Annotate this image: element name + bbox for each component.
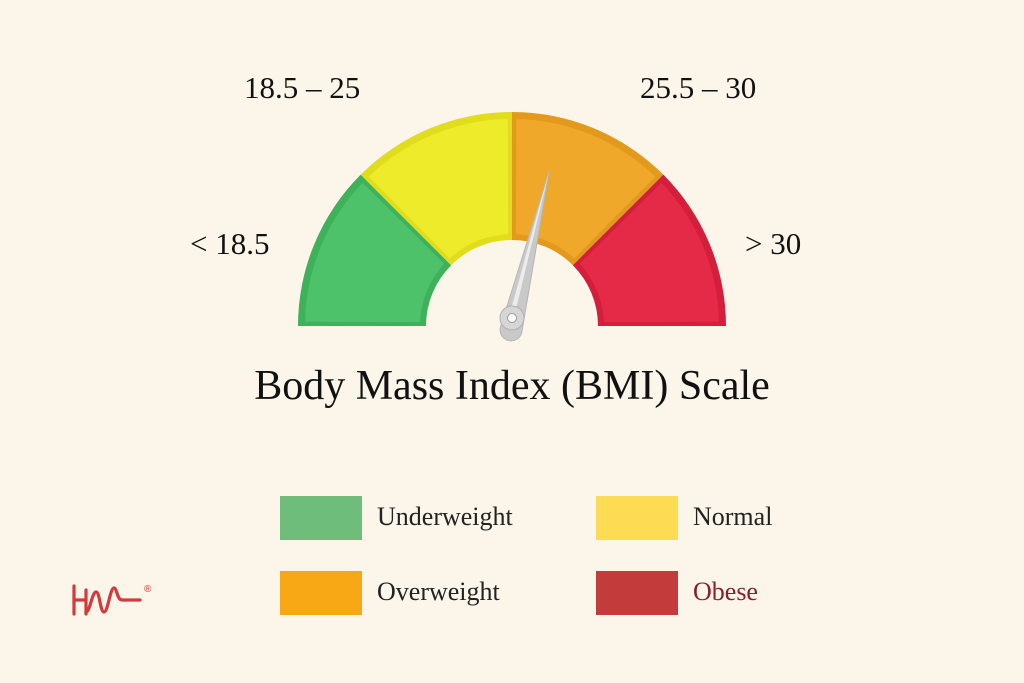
needle-body bbox=[499, 170, 550, 342]
legend-label-obese: Obese bbox=[693, 577, 758, 606]
legend-swatch-overweight bbox=[280, 571, 362, 615]
range-label-underweight: < 18.5 bbox=[190, 226, 270, 261]
legend-swatch-normal bbox=[596, 496, 678, 540]
chart-title: Body Mass Index (BMI) Scale bbox=[254, 363, 770, 409]
needle-highlight bbox=[505, 170, 550, 330]
legend-label-normal: Normal bbox=[693, 502, 773, 531]
gauge-needle bbox=[499, 170, 550, 342]
range-label-normal: 18.5 – 25 bbox=[244, 70, 361, 105]
range-label-overweight: 25.5 – 30 bbox=[640, 70, 757, 105]
needle-hub-dot bbox=[507, 313, 517, 323]
brand-logo: ® bbox=[72, 584, 152, 616]
gauge-segment-face-underweight bbox=[305, 182, 445, 323]
legend-swatch-obese bbox=[596, 571, 678, 615]
legend-swatch-underweight bbox=[280, 496, 362, 540]
range-label-obese: > 30 bbox=[745, 226, 802, 261]
gauge-segment-face-overweight bbox=[515, 119, 656, 259]
registered-mark: ® bbox=[144, 584, 152, 595]
legend-label-overweight: Overweight bbox=[377, 577, 500, 606]
legend-label-underweight: Underweight bbox=[377, 502, 513, 531]
gauge-segment-face-obese bbox=[579, 182, 719, 323]
gauge-segment-face-normal bbox=[368, 119, 509, 259]
